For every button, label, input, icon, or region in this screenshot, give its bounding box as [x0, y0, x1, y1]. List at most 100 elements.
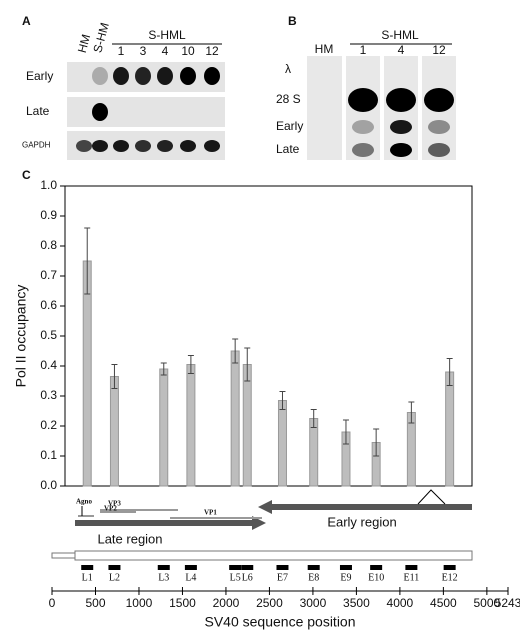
gene-label: VP2 [104, 505, 117, 513]
row-label: Early [276, 119, 303, 133]
fragment-label: L6 [242, 572, 253, 583]
gene-label: Agno [76, 498, 92, 506]
lane-label: S-HM [90, 21, 111, 54]
bar [186, 364, 196, 487]
lane-label: 4 [398, 43, 405, 57]
band [428, 143, 450, 157]
arrowhead [252, 516, 266, 530]
band [180, 67, 196, 85]
intron [417, 489, 446, 505]
band [204, 67, 220, 85]
row-label: GAPDH [22, 141, 51, 150]
x-axis-title: SV40 sequence position [205, 614, 356, 630]
band [352, 143, 374, 157]
fragment-label: E7 [277, 572, 288, 583]
lane-label: 3 [140, 44, 147, 58]
fragment [81, 565, 94, 570]
fragment [405, 565, 418, 570]
band [135, 67, 151, 85]
fragment [443, 565, 456, 570]
bar [242, 364, 252, 487]
lane-label: HM [75, 33, 93, 55]
bar [230, 350, 240, 487]
group-label: S-HML [381, 28, 419, 42]
fragment [276, 565, 289, 570]
band [76, 140, 92, 152]
group-label: S-HML [148, 28, 186, 42]
x-tick-label: 0 [49, 596, 56, 610]
y-tick-label: 0.0 [40, 478, 57, 492]
gene-label: VP1 [204, 509, 217, 517]
y-tick-label: 0.7 [40, 268, 57, 282]
blot [67, 97, 225, 127]
x-tick-label: 3000 [300, 596, 327, 610]
band [92, 103, 108, 121]
fragment [184, 565, 197, 570]
y-tick-label: 0.2 [40, 418, 57, 432]
fragment-label: E12 [442, 572, 458, 583]
band [386, 88, 416, 112]
band [92, 140, 108, 152]
y-tick-label: 0.8 [40, 238, 57, 252]
y-tick-label: 0.4 [40, 358, 57, 372]
lane-label: 1 [118, 44, 125, 58]
genome [74, 550, 473, 561]
band [180, 140, 196, 152]
bar [406, 412, 416, 487]
fragment [370, 565, 383, 570]
lane-label: 12 [205, 44, 219, 58]
fragment [339, 565, 352, 570]
band [135, 140, 151, 152]
fragment [157, 565, 170, 570]
y-tick-label: 0.1 [40, 448, 57, 462]
late-label: Late region [97, 531, 162, 546]
band [352, 120, 374, 134]
early-arrow [268, 504, 472, 510]
band [113, 140, 129, 152]
bar [82, 260, 92, 487]
y-tick-label: 0.5 [40, 328, 57, 342]
x-tick-label: 1500 [169, 596, 196, 610]
lane-label: 1 [360, 43, 367, 57]
fragment-label: L1 [82, 572, 93, 583]
row-label: 28 S [276, 92, 301, 106]
fragment-label: E9 [340, 572, 351, 583]
x-tick-label: 4000 [387, 596, 414, 610]
row-label: Late [26, 104, 50, 118]
arrowhead [258, 500, 272, 514]
lane-label: 4 [162, 44, 169, 58]
fragment-label: E8 [308, 572, 319, 583]
blot [307, 56, 342, 160]
x-tick-label: 5243 [495, 596, 520, 610]
y-tick-label: 1.0 [40, 178, 57, 192]
band [92, 67, 108, 85]
x-tick-label: 1000 [126, 596, 153, 610]
band [428, 120, 450, 134]
lane-label: 12 [432, 43, 446, 57]
fragment-label: L3 [158, 572, 169, 583]
fragment [307, 565, 320, 570]
x-tick-label: 5000 [474, 596, 501, 610]
fragment-label: E11 [403, 572, 419, 583]
fragment [241, 565, 254, 570]
fragment-label: L5 [230, 572, 241, 583]
lane-label: HM [315, 42, 334, 56]
panel-label: C [22, 168, 31, 182]
x-tick-label: 4500 [430, 596, 457, 610]
band [113, 67, 129, 85]
fragment [108, 565, 121, 570]
band [348, 88, 378, 112]
band [390, 143, 412, 157]
row-label: Late [276, 142, 300, 156]
gene-label: VP3 [108, 500, 121, 508]
bar [277, 400, 287, 487]
x-tick-label: 500 [85, 596, 105, 610]
row-label: λ [285, 62, 291, 76]
bar [109, 376, 119, 487]
bar [309, 418, 319, 487]
fragment [229, 565, 242, 570]
x-tick-label: 2000 [213, 596, 240, 610]
fragment-label: E10 [368, 572, 384, 583]
fragment-label: L2 [109, 572, 120, 583]
